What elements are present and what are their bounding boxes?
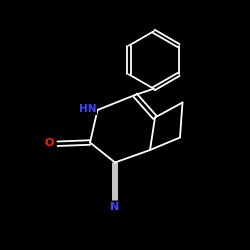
Text: N: N: [110, 202, 120, 212]
Text: HN: HN: [79, 104, 96, 114]
Text: O: O: [44, 138, 54, 147]
